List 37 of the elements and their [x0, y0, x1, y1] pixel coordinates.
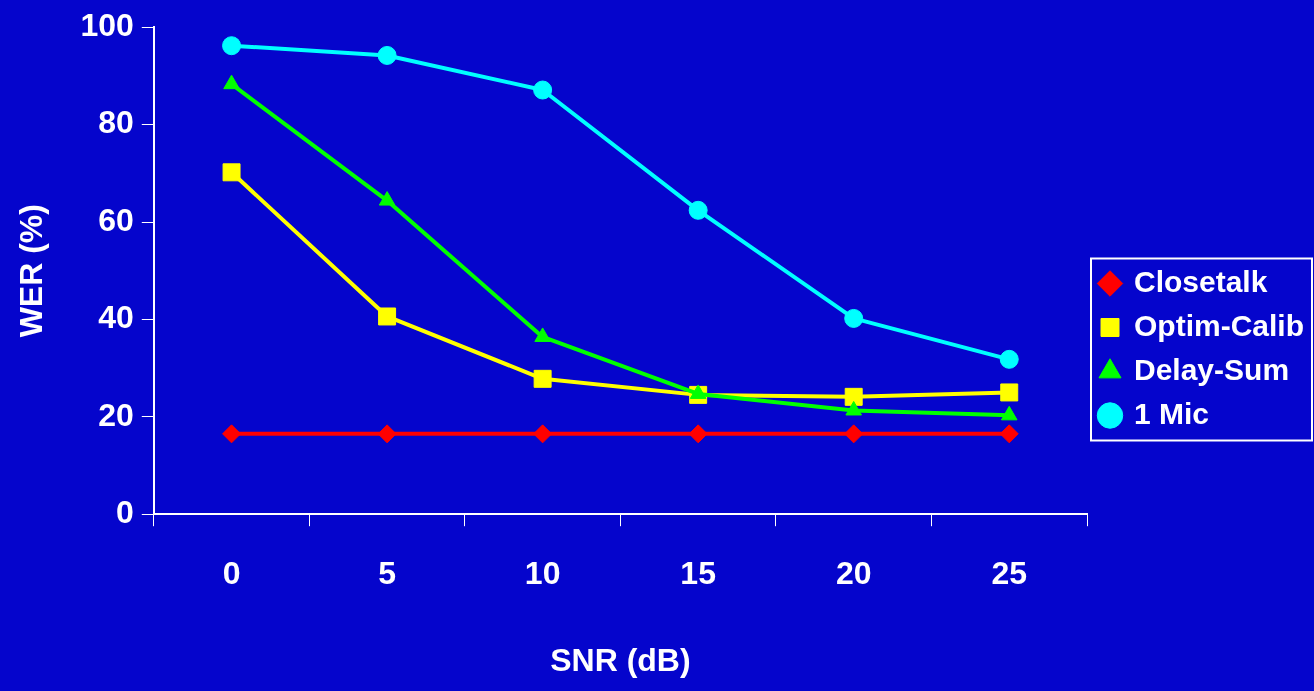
x-axis-title: SNR (dB) [550, 641, 691, 678]
point [688, 424, 708, 444]
legend-label: Optim-Calib [1134, 308, 1304, 342]
x-tick-label: 25 [991, 555, 1028, 592]
y-tick-label: 60 [98, 201, 134, 238]
point [844, 387, 863, 406]
y-axis-title: WER (%) [13, 204, 50, 338]
x-tick-label: 20 [835, 555, 872, 592]
legend-label: 1 Mic [1134, 396, 1210, 430]
x-tick-label: 15 [680, 555, 716, 592]
point [377, 424, 397, 444]
point [533, 80, 553, 100]
point [378, 307, 397, 326]
legend-label: Delay-Sum [1134, 352, 1290, 386]
point [844, 424, 864, 444]
point [222, 163, 241, 182]
point [533, 369, 552, 388]
point [844, 308, 864, 328]
legend-label: Closetalk [1134, 264, 1268, 298]
y-tick-label: 100 [80, 7, 134, 44]
point [377, 45, 397, 65]
point [688, 200, 708, 220]
x-tick-label: 0 [222, 555, 241, 592]
point [533, 424, 553, 444]
point [222, 424, 242, 444]
point [1000, 383, 1019, 402]
point [999, 349, 1019, 369]
y-tick-label: 80 [98, 104, 134, 141]
y-tick-label: 20 [98, 396, 134, 433]
point [378, 191, 396, 206]
point [223, 74, 240, 90]
y-tick-label: 0 [115, 494, 134, 531]
point [999, 424, 1019, 444]
y-tick-label: 40 [98, 299, 134, 336]
x-tick-label: 10 [524, 555, 561, 592]
x-tick-label: 5 [378, 555, 396, 592]
point [222, 36, 242, 56]
